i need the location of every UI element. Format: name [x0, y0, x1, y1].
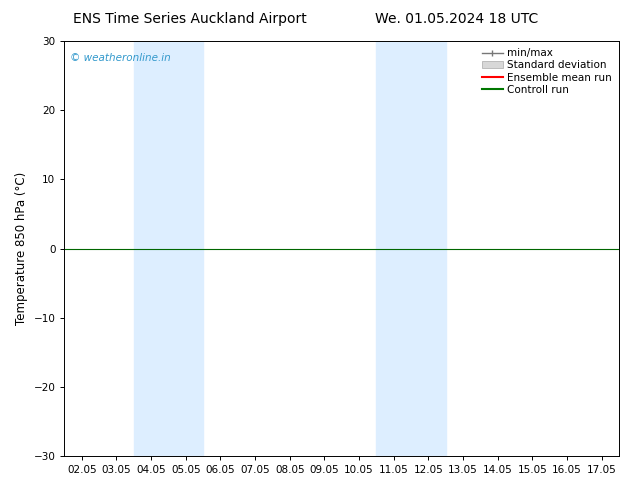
Text: We. 01.05.2024 18 UTC: We. 01.05.2024 18 UTC	[375, 12, 538, 26]
Text: © weatheronline.in: © weatheronline.in	[70, 53, 171, 64]
Text: ENS Time Series Auckland Airport: ENS Time Series Auckland Airport	[74, 12, 307, 26]
Legend: min/max, Standard deviation, Ensemble mean run, Controll run: min/max, Standard deviation, Ensemble me…	[480, 46, 614, 97]
Bar	[134, 41, 169, 456]
Bar	[169, 41, 203, 456]
Y-axis label: Temperature 850 hPa (°C): Temperature 850 hPa (°C)	[15, 172, 28, 325]
Bar	[377, 41, 411, 456]
Bar	[411, 41, 446, 456]
